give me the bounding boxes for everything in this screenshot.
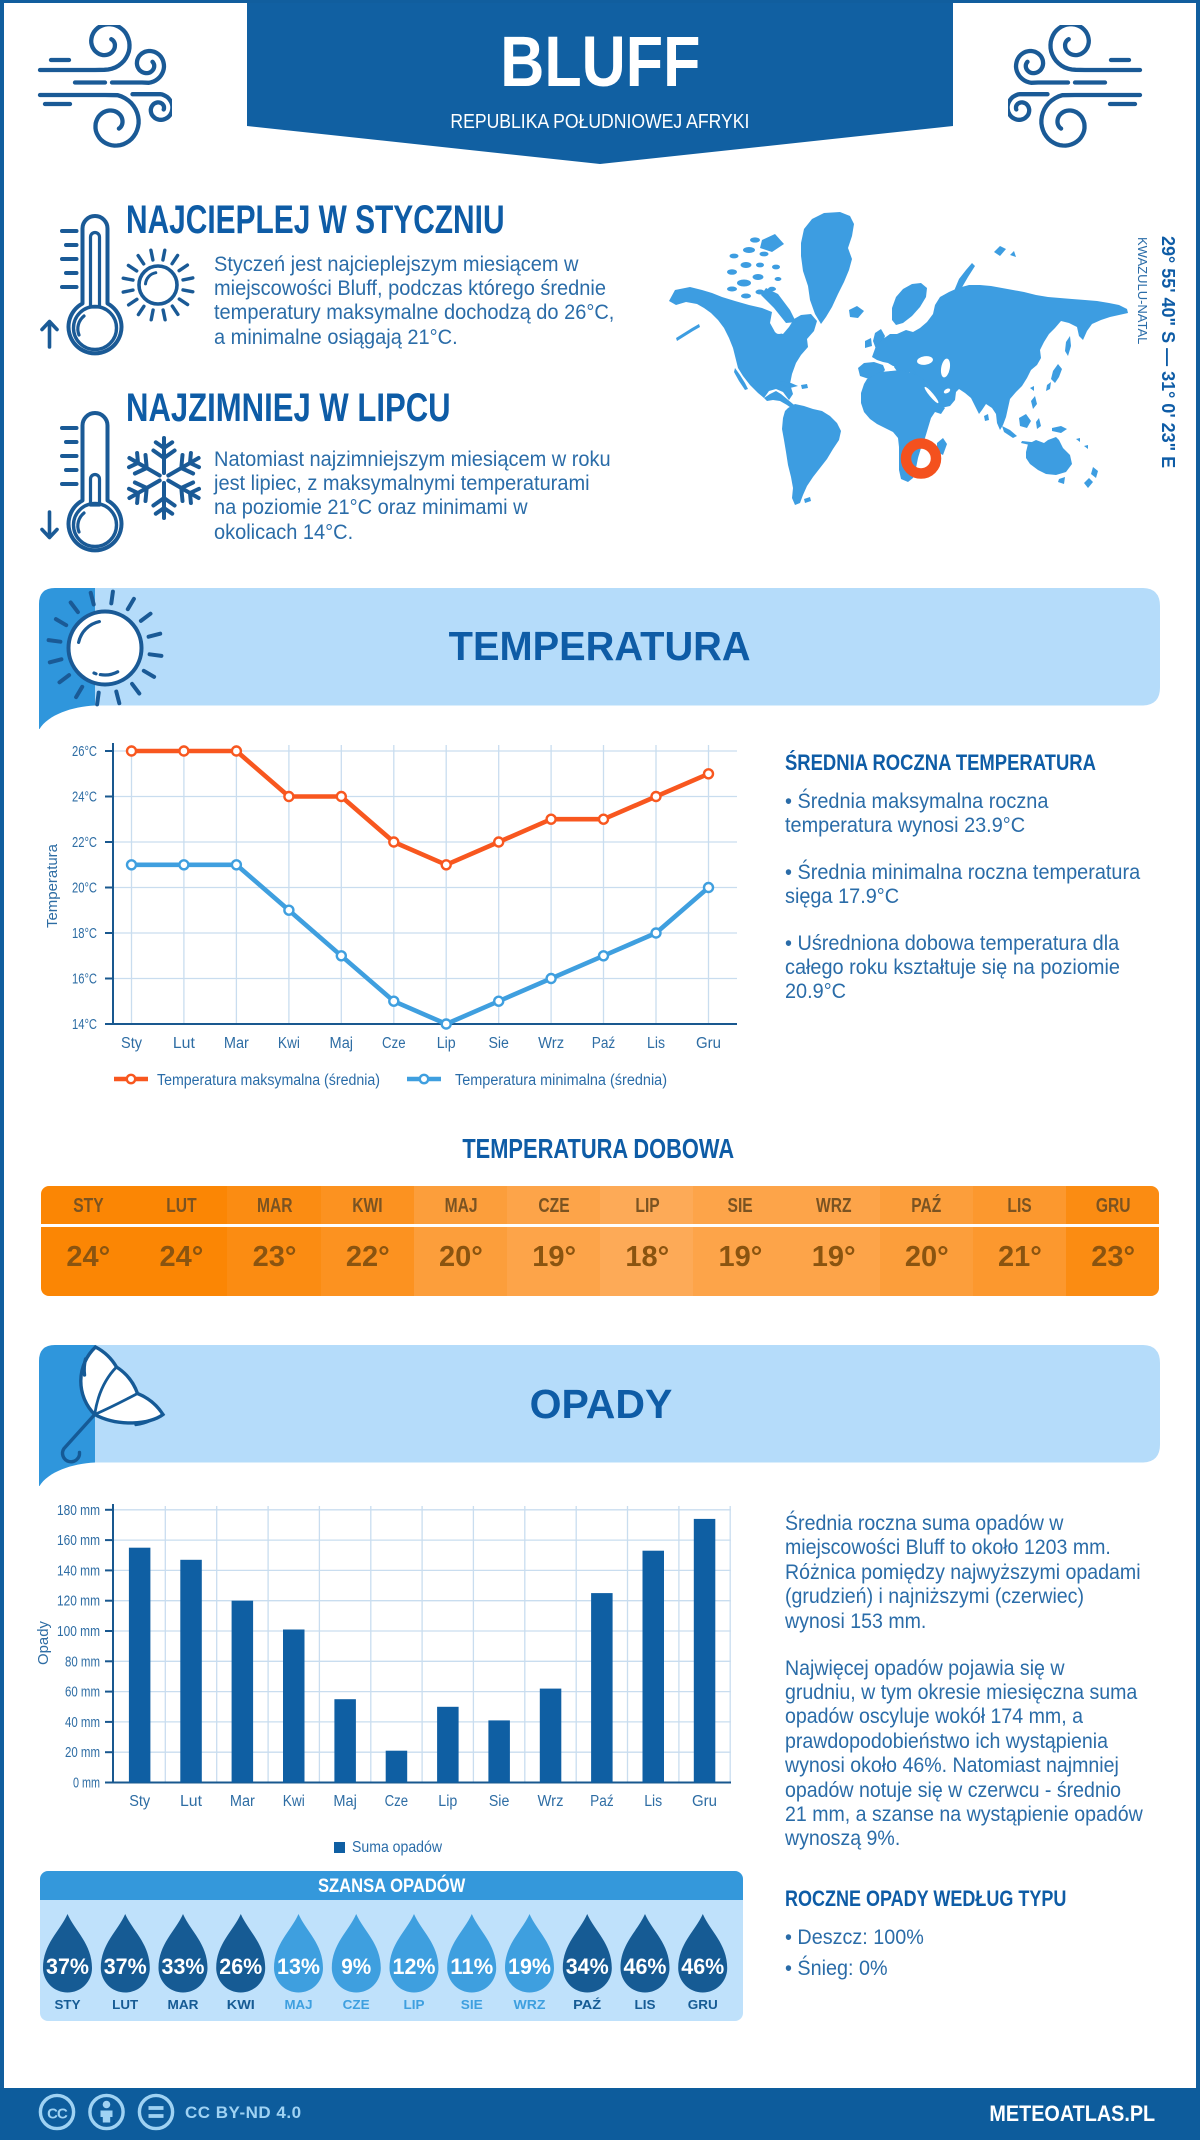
svg-text:Kwi: Kwi <box>283 1793 305 1810</box>
svg-text:46%: 46% <box>681 1954 724 1979</box>
svg-text:LIS: LIS <box>635 1997 656 2012</box>
svg-text:80 mm: 80 mm <box>65 1654 100 1670</box>
svg-text:Cze: Cze <box>382 1035 406 1052</box>
svg-text:33%: 33% <box>162 1954 205 1979</box>
svg-text:24°C: 24°C <box>72 789 97 806</box>
svg-text:12%: 12% <box>393 1954 436 1979</box>
svg-text:Paź: Paź <box>592 1035 616 1052</box>
svg-text:Maj: Maj <box>333 1793 357 1810</box>
svg-text:LUT: LUT <box>112 1997 138 2012</box>
svg-text:Mar: Mar <box>230 1793 255 1810</box>
svg-text:60 mm: 60 mm <box>65 1685 100 1701</box>
svg-text:Gru: Gru <box>692 1793 717 1810</box>
svg-text:Temperatura minimalna (średnia: Temperatura minimalna (średnia) <box>455 1072 667 1089</box>
svg-text:MAJ: MAJ <box>285 1997 313 2012</box>
svg-text:SIE: SIE <box>461 1997 483 2012</box>
svg-text:MAR: MAR <box>168 1997 200 2012</box>
svg-text:37%: 37% <box>104 1954 147 1979</box>
svg-text:140 mm: 140 mm <box>57 1563 100 1579</box>
svg-text:Temperatura: Temperatura <box>44 843 61 928</box>
svg-text:34%: 34% <box>566 1954 609 1979</box>
svg-text:Lip: Lip <box>437 1035 456 1052</box>
svg-text:Kwi: Kwi <box>278 1035 300 1052</box>
svg-text:Paź: Paź <box>590 1793 614 1810</box>
svg-text:19%: 19% <box>508 1954 551 1979</box>
svg-text:KWI: KWI <box>227 1997 255 2012</box>
svg-text:WRZ: WRZ <box>514 1997 546 2012</box>
svg-text:Wrz: Wrz <box>538 1035 564 1052</box>
svg-text:Sty: Sty <box>121 1035 142 1052</box>
svg-text:20 mm: 20 mm <box>65 1745 100 1761</box>
svg-text:Temperatura maksymalna (średni: Temperatura maksymalna (średnia) <box>157 1072 380 1089</box>
svg-text:26°C: 26°C <box>72 743 97 760</box>
svg-text:0 mm: 0 mm <box>73 1776 100 1792</box>
svg-text:13%: 13% <box>277 1954 320 1979</box>
svg-text:CC: CC <box>47 2106 68 2123</box>
svg-text:GRU: GRU <box>688 1997 718 2012</box>
svg-text:37%: 37% <box>46 1954 89 1979</box>
svg-text:STY: STY <box>55 1997 81 2012</box>
svg-text:100 mm: 100 mm <box>57 1624 100 1640</box>
svg-text:14°C: 14°C <box>72 1016 97 1033</box>
svg-text:Lis: Lis <box>644 1793 662 1810</box>
svg-text:46%: 46% <box>624 1954 667 1979</box>
svg-text:LIP: LIP <box>404 1997 425 2012</box>
svg-text:Lis: Lis <box>647 1035 665 1052</box>
svg-text:40 mm: 40 mm <box>65 1715 100 1731</box>
svg-text:Cze: Cze <box>385 1793 409 1810</box>
svg-text:20°C: 20°C <box>72 880 97 897</box>
svg-text:9%: 9% <box>341 1954 371 1979</box>
svg-text:Wrz: Wrz <box>538 1793 564 1810</box>
svg-text:Lip: Lip <box>438 1793 457 1810</box>
svg-text:Maj: Maj <box>330 1035 354 1052</box>
svg-text:CZE: CZE <box>343 1997 370 2012</box>
svg-text:18°C: 18°C <box>72 925 97 942</box>
svg-text:120 mm: 120 mm <box>57 1594 100 1610</box>
svg-text:Suma opadów: Suma opadów <box>352 1839 442 1856</box>
svg-text:22°C: 22°C <box>72 834 97 851</box>
svg-text:Sie: Sie <box>489 1793 510 1810</box>
svg-text:180 mm: 180 mm <box>57 1503 100 1519</box>
svg-text:Mar: Mar <box>224 1035 249 1052</box>
svg-text:11%: 11% <box>450 1954 493 1979</box>
svg-text:Lut: Lut <box>180 1793 203 1810</box>
svg-text:16°C: 16°C <box>72 971 97 988</box>
svg-text:Sie: Sie <box>488 1035 509 1052</box>
svg-text:Lut: Lut <box>173 1035 196 1052</box>
svg-text:Gru: Gru <box>696 1035 721 1052</box>
svg-text:Opady: Opady <box>35 1621 52 1665</box>
svg-text:Sty: Sty <box>129 1793 150 1810</box>
svg-text:26%: 26% <box>219 1954 262 1979</box>
svg-text:160 mm: 160 mm <box>57 1533 100 1549</box>
svg-text:PAŹ: PAŹ <box>573 1997 601 2012</box>
